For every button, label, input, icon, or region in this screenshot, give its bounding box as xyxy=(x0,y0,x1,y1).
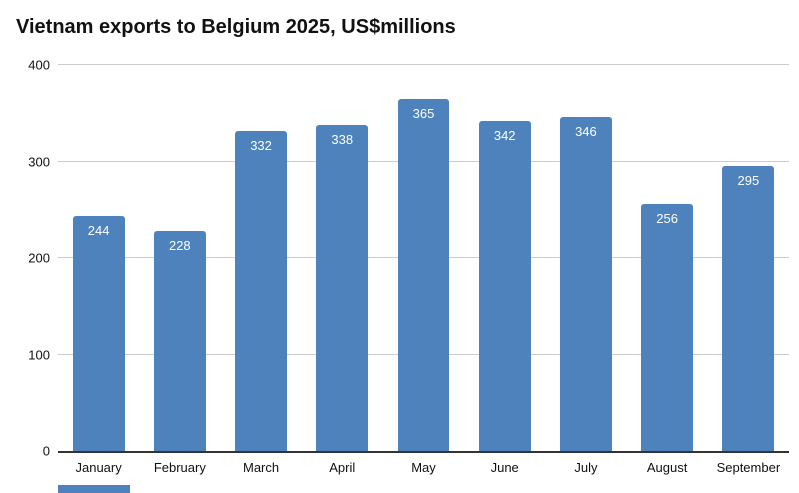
bar-june[interactable]: 342 xyxy=(478,120,531,451)
y-axis-tick-label: 0 xyxy=(42,443,50,459)
bar-column: 342 xyxy=(464,65,545,451)
x-axis-label-june: June xyxy=(490,460,519,475)
bar-april[interactable]: 338 xyxy=(316,124,369,451)
bars-container: 244 228 332 338 365 342 346 256 295 xyxy=(58,65,789,451)
bar-column: 365 xyxy=(383,65,464,451)
x-axis-label-april: April xyxy=(329,460,356,475)
y-axis-tick-label: 400 xyxy=(28,57,50,73)
x-axis-labels: January February March April May June July Augu… xyxy=(58,453,789,475)
bar-value-label: 346 xyxy=(575,124,597,140)
bar-september[interactable]: 295 xyxy=(722,166,775,451)
x-axis-label-may: May xyxy=(411,460,436,475)
chart-title: Vietnam exports to Belgium 2025, US$mill… xyxy=(16,16,456,38)
x-axis-label-january: January xyxy=(75,460,122,475)
bar-value-label: 342 xyxy=(493,127,516,143)
x-axis-label-september: September xyxy=(716,460,781,475)
bar-column: 295 xyxy=(708,65,789,451)
bar-column: 332 xyxy=(220,65,301,451)
bar-value-label: 295 xyxy=(737,173,760,189)
x-axis-label-february: February xyxy=(153,460,206,475)
bar-value-label: 338 xyxy=(331,131,354,147)
bottom-left-blue-strip xyxy=(58,485,130,493)
bar-column: 338 xyxy=(302,65,383,451)
bar-may[interactable]: 365 xyxy=(397,98,450,451)
x-axis-label-july: July xyxy=(574,460,598,475)
bar-july[interactable]: 346 xyxy=(559,117,612,451)
bar-january[interactable]: 244 xyxy=(72,215,125,451)
bar-value-label: 332 xyxy=(250,137,272,153)
plot-area: 0 100 200 300 400 244 228 332 338 365 342 346 256 295 xyxy=(28,59,789,458)
x-axis-label-august: August xyxy=(646,460,688,475)
bar-column: 346 xyxy=(545,65,626,451)
bar-column: 256 xyxy=(627,65,708,451)
bar-value-label: 228 xyxy=(168,237,191,253)
y-axis-tick-label: 100 xyxy=(28,347,50,362)
bar-march[interactable]: 332 xyxy=(235,130,288,451)
bar-august[interactable]: 256 xyxy=(641,203,694,451)
x-axis-label-march: March xyxy=(242,460,280,475)
bar-column: 244 xyxy=(58,65,139,451)
y-axis-tick-label: 300 xyxy=(28,154,50,169)
bar-column: 228 xyxy=(139,65,220,451)
bar-february[interactable]: 228 xyxy=(153,230,206,451)
bar-value-label: 244 xyxy=(87,222,110,238)
bar-value-label: 365 xyxy=(412,105,435,121)
y-axis-tick-label: 200 xyxy=(28,250,50,266)
gridline xyxy=(58,64,789,65)
bar-value-label: 256 xyxy=(656,210,678,226)
